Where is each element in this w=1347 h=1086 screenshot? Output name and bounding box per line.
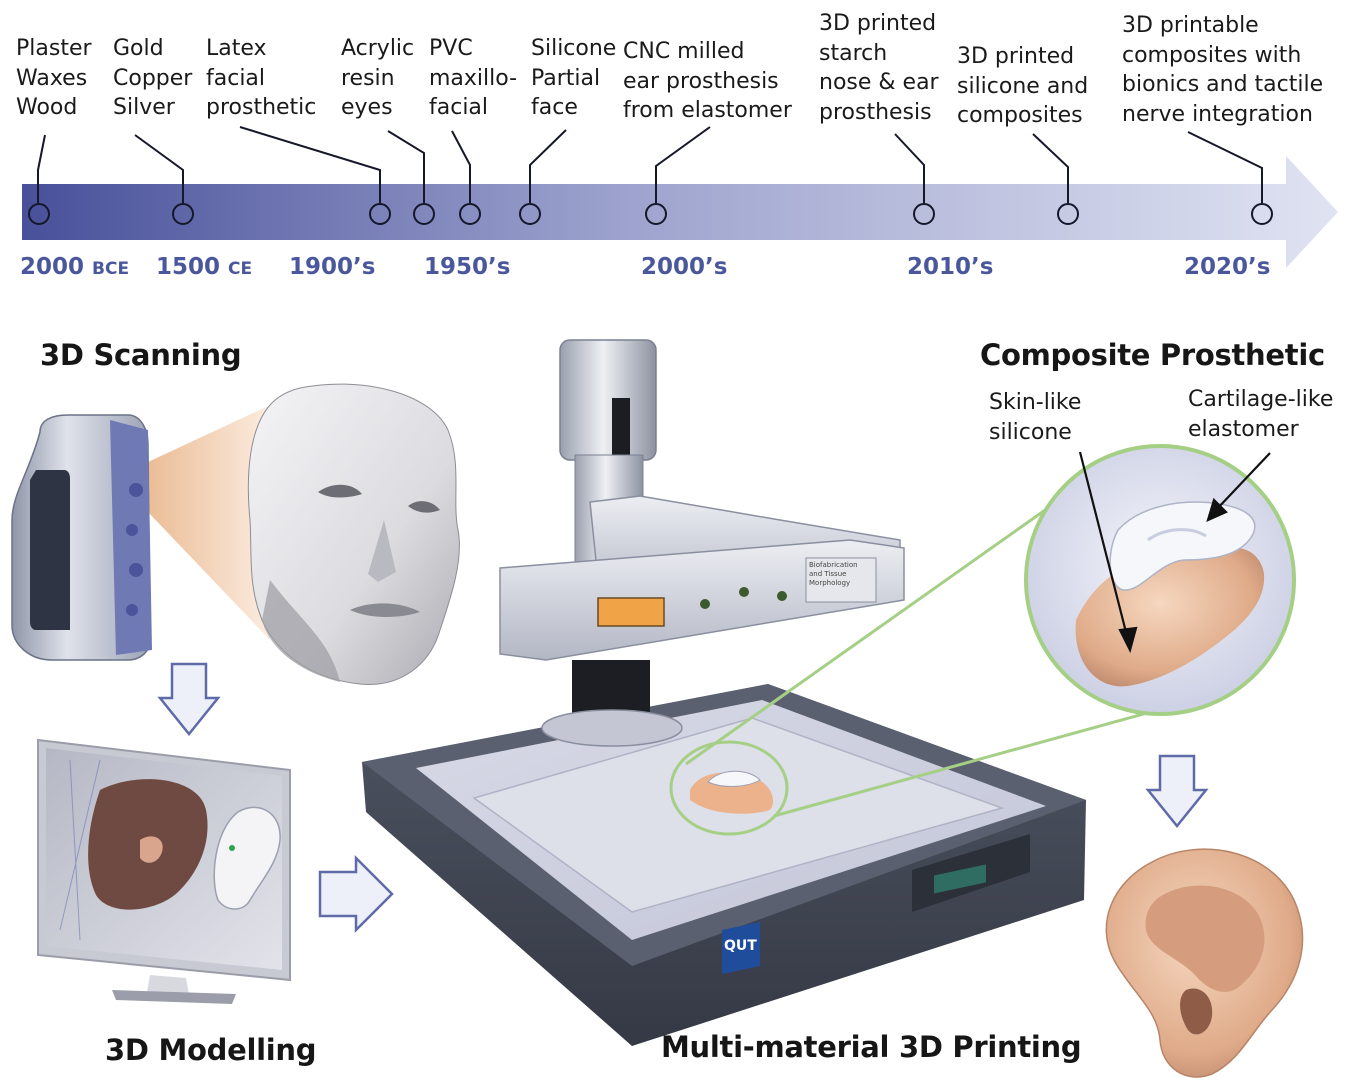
printer-nameplate: Biofabrication and Tissue Morphology (809, 561, 858, 587)
flow-arrow-right (318, 854, 394, 934)
label-skin-like-silicone: Skin-like silicone (989, 390, 1082, 445)
era-label-2010s: 2010’s (907, 254, 994, 280)
era-label-2020s: 2020’s (1184, 254, 1271, 280)
era-label-2000s: 2000’s (641, 254, 728, 280)
section-title-printing: Multi-material 3D Printing (661, 1030, 1082, 1064)
monitor (37, 738, 291, 1004)
timeline-arrow (22, 156, 1338, 268)
printed-ear (1105, 848, 1304, 1078)
event-gold-copper-silver: Gold Copper Silver (113, 36, 193, 120)
label-cartilage-like-elastomer: Cartilage-like elastomer (1188, 387, 1334, 442)
event-pvc-maxillofacial: PVC maxillo- facial (429, 36, 518, 120)
section-title-composite: Composite Prosthetic (980, 338, 1325, 372)
timeline-markers (28, 126, 1273, 225)
event-3d-printed-starch: 3D printed starch nose & ear prosthesis (819, 11, 939, 125)
bioprinter (362, 339, 1086, 1046)
section-title-scanning: 3D Scanning (40, 338, 242, 372)
era-label-1500-ce: 1500 CE (156, 254, 253, 280)
event-bionic-composites: 3D printable composites with bionics and… (1122, 13, 1324, 127)
event-cnc-milled-ear: CNC milled ear prosthesis from elastomer (623, 39, 792, 123)
qut-logo: QUT (724, 938, 757, 954)
handheld-scanner (11, 414, 152, 661)
scan-beam (148, 406, 270, 640)
era-label-1950s: 1950’s (424, 254, 511, 280)
event-plaster-waxes-wood: Plaster Waxes Wood (16, 36, 92, 120)
event-3d-printed-silicone: 3D printed silicone and composites (957, 44, 1089, 128)
label-pointers (1078, 451, 1271, 654)
event-latex-facial-prosthetic: Latex facial prosthetic (206, 36, 317, 120)
flow-arrow-down-2 (1145, 754, 1209, 828)
flow-arrow-down-1 (157, 662, 221, 736)
event-silicone-partial-face: Silicone Partial face (531, 36, 617, 120)
magnifier-view (1024, 444, 1296, 716)
era-label-2000-bce: 2000 BCE (20, 254, 130, 280)
event-acrylic-resin-eyes: Acrylic resin eyes (341, 36, 415, 120)
scanned-head-model (247, 383, 460, 685)
section-title-modelling: 3D Modelling (105, 1033, 317, 1067)
era-label-1900s: 1900’s (289, 254, 376, 280)
